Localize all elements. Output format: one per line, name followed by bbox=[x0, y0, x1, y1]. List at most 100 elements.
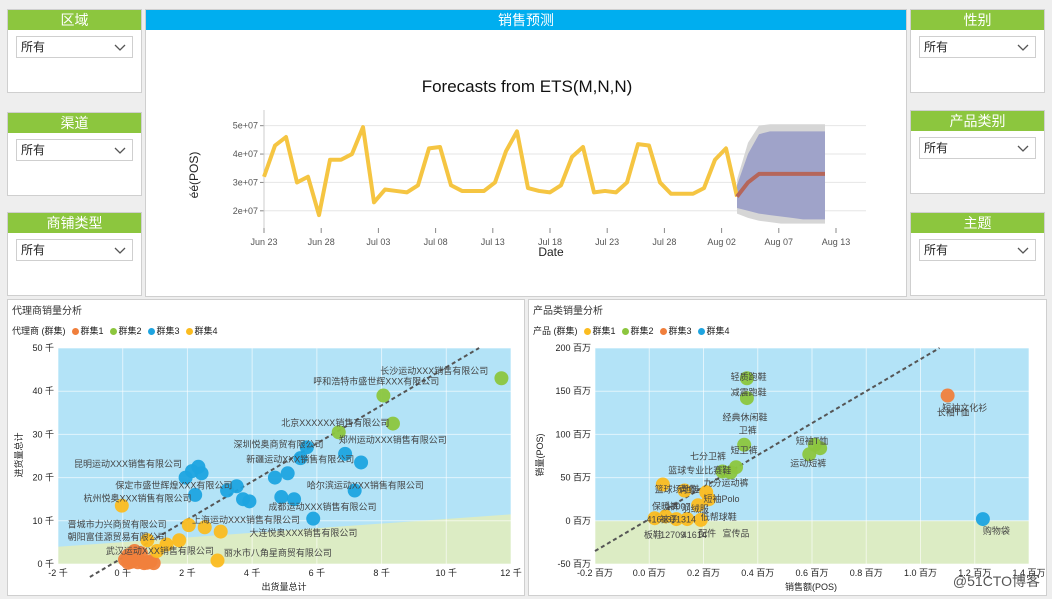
data-point bbox=[188, 487, 203, 502]
forecast-panel-header: 销售预测 bbox=[146, 10, 906, 30]
data-point bbox=[229, 479, 244, 494]
point-label: 郑州运动XXX销售有限公司 bbox=[339, 434, 447, 445]
point-label: 41613 bbox=[647, 515, 672, 525]
shop-type-select[interactable]: 所有 bbox=[16, 239, 133, 261]
data-point bbox=[658, 509, 673, 524]
point-label: 12709 bbox=[660, 530, 685, 540]
legend-dot bbox=[147, 328, 155, 336]
data-point bbox=[306, 511, 321, 526]
y-tick-label: 20 千 bbox=[32, 473, 54, 483]
product-category-select[interactable]: 所有 bbox=[919, 137, 1036, 159]
point-label: 短袖文化衫 bbox=[942, 402, 987, 413]
x-tick-label: 0.0 百万 bbox=[633, 568, 666, 578]
region-select[interactable]: 所有 bbox=[16, 36, 133, 58]
product-xlabel: 销售额(POS) bbox=[785, 581, 837, 592]
legend-item[interactable]: 群集3 bbox=[659, 324, 692, 337]
legend-item[interactable]: 群集2 bbox=[621, 324, 654, 337]
product-ylabel: 销量(POS) bbox=[534, 433, 545, 476]
dealer-panel-title: 代理商销量分析 bbox=[12, 306, 82, 317]
product-legend: 产品 (群集) 群集1 群集2 群集3 群集4 bbox=[533, 324, 730, 337]
x-tick-label: Jul 28 bbox=[652, 237, 676, 247]
point-label: 袜子 bbox=[660, 514, 678, 525]
legend-dot bbox=[659, 328, 667, 336]
region-select-value: 所有 bbox=[21, 40, 46, 54]
legend-item[interactable]: 群集1 bbox=[583, 324, 616, 337]
channel-select[interactable]: 所有 bbox=[16, 139, 133, 161]
forecast-line bbox=[735, 171, 825, 198]
point-label: 北京XXXXXX销售有限公司 bbox=[281, 417, 389, 428]
legend-dot bbox=[583, 328, 591, 336]
point-label: 大连悦奥XXX销售有限公司 bbox=[249, 527, 357, 538]
channel-select-value: 所有 bbox=[21, 143, 46, 157]
point-label: 31314 bbox=[671, 515, 696, 525]
x-tick-label: 0.8 百万 bbox=[850, 568, 883, 578]
legend-text: 群集2 bbox=[630, 326, 654, 336]
point-label: 长袖T恤 bbox=[937, 406, 970, 417]
data-point bbox=[347, 483, 362, 498]
point-label: 上海运动XXX销售有限公司 bbox=[192, 514, 300, 525]
data-point bbox=[172, 533, 187, 548]
x-tick-label: 1.4 百万 bbox=[1012, 568, 1045, 578]
legend-item[interactable]: 群集1 bbox=[71, 324, 104, 337]
legend-item[interactable]: 群集2 bbox=[109, 324, 142, 337]
legend-text: 群集3 bbox=[668, 326, 692, 336]
product-category-select-value: 所有 bbox=[924, 141, 949, 155]
filter-product-category: 产品类别 所有 bbox=[910, 110, 1045, 194]
data-point bbox=[287, 492, 302, 507]
data-point bbox=[178, 470, 193, 485]
data-point bbox=[121, 555, 136, 570]
legend-text: 群集2 bbox=[118, 326, 142, 336]
legend-item[interactable]: 群集3 bbox=[147, 324, 180, 337]
point-label: 配件 bbox=[698, 527, 716, 538]
data-point bbox=[274, 490, 289, 505]
data-point bbox=[701, 492, 716, 507]
data-point bbox=[677, 483, 692, 498]
point-label: 篮球场地鞋 bbox=[655, 483, 700, 494]
forecast-panel: 销售预测 Forecasts from ETS(M,N,N) Date éé(P… bbox=[145, 9, 907, 297]
dealer-legend: 代理商 (群集) 群集1 群集2 群集3 群集4 bbox=[12, 324, 218, 337]
theme-select[interactable]: 所有 bbox=[919, 239, 1036, 261]
legend-item[interactable]: 群集4 bbox=[697, 324, 730, 337]
legend-dot bbox=[697, 328, 705, 336]
data-point bbox=[354, 455, 369, 470]
data-point bbox=[293, 451, 308, 466]
x-tick-label: 10 千 bbox=[436, 568, 458, 578]
point-label: 新疆运动XXX销售有限公司 bbox=[246, 453, 354, 464]
x-tick-label: 8 千 bbox=[373, 568, 390, 578]
point-label: 晋城市力兴商贸有限公司 bbox=[68, 518, 167, 529]
x-tick-label: 1.0 百万 bbox=[904, 568, 937, 578]
filter-theme: 主题 所有 bbox=[910, 212, 1045, 296]
data-point bbox=[669, 512, 684, 527]
legend-item[interactable]: 群集4 bbox=[185, 324, 218, 337]
point-label: 卫裤 bbox=[739, 425, 757, 436]
point-label: 减震跑鞋 bbox=[731, 387, 767, 398]
x-tick-label: 0.2 百万 bbox=[687, 568, 720, 578]
data-point bbox=[146, 556, 161, 571]
filter-shop-type-title: 商铺类型 bbox=[8, 213, 141, 233]
legend-text: 群集4 bbox=[194, 326, 218, 336]
y-tick-label: 5e+07 bbox=[233, 121, 258, 131]
data-point bbox=[739, 371, 754, 386]
gender-select[interactable]: 所有 bbox=[919, 36, 1036, 58]
product-panel: 产品类销量分析 产品 (群集) 群集1 群集2 群集3 群集4 -0.2 百万 0… bbox=[528, 299, 1047, 596]
x-tick-label: 0.4 百万 bbox=[741, 568, 774, 578]
legend-text: 群集1 bbox=[80, 326, 104, 336]
filter-product-category-title: 产品类别 bbox=[911, 111, 1044, 131]
chevron-down-icon bbox=[114, 247, 126, 254]
filter-region-title: 区域 bbox=[8, 10, 141, 30]
point-label: 运动短裤 bbox=[790, 457, 826, 468]
chevron-down-icon bbox=[1017, 247, 1029, 254]
history-line bbox=[262, 125, 739, 218]
point-label: 昆明运动XXX销售有限公司 bbox=[74, 458, 182, 469]
y-tick-label: 0 千 bbox=[37, 559, 54, 569]
point-label: 哈尔滨运动XXX销售有限公司 bbox=[307, 479, 424, 490]
data-point bbox=[338, 446, 353, 461]
x-tick-label: Aug 07 bbox=[765, 237, 794, 247]
data-point bbox=[975, 512, 990, 527]
forecast-ylabel: éé(POS) bbox=[187, 152, 201, 199]
data-point bbox=[680, 512, 695, 527]
legend-text: 群集1 bbox=[592, 326, 616, 336]
